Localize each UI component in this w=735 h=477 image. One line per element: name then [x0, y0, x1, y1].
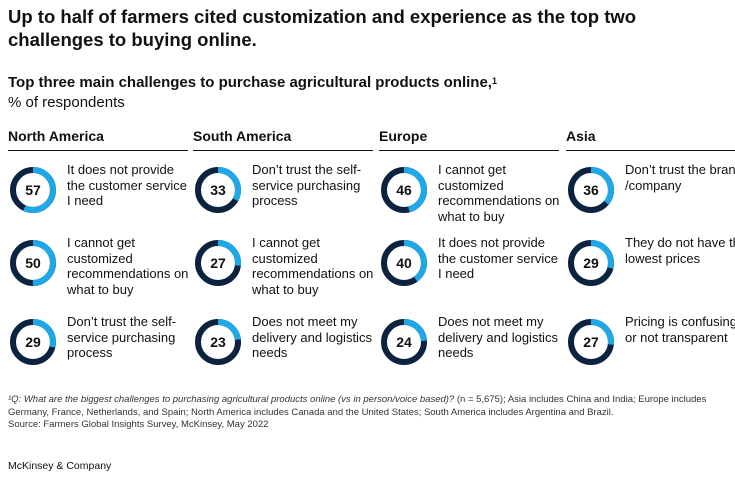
- challenge-label: I cannot get customized recommendations …: [252, 235, 374, 297]
- footnote: ¹Q: What are the biggest challenges to p…: [8, 394, 728, 432]
- region-name: Europe: [379, 128, 428, 144]
- donut-value-label: 23: [210, 334, 226, 350]
- donut-chart: [381, 240, 427, 286]
- region-divider: [193, 150, 373, 151]
- donut-value-arc: [10, 167, 56, 213]
- challenge-label: I cannot get customized recommendations …: [67, 235, 189, 297]
- region-name: North America: [8, 128, 104, 144]
- brand-logo: McKinsey & Company: [8, 460, 112, 472]
- footnote-source: Source: Farmers Global Insights Survey, …: [8, 419, 269, 430]
- challenge-item: 36 Don’t trust the brand /company: [566, 162, 735, 235]
- challenge-label: They do not have the lowest prices: [625, 235, 735, 266]
- footnote-details: (n = 5,675); Asia includes China and Ind…: [8, 394, 707, 418]
- challenge-item: 27 I cannot get customized recommendation…: [193, 235, 375, 308]
- donut-value-arc: [568, 167, 614, 213]
- donut-value-arc: [381, 167, 427, 213]
- challenge-item: 29 They do not have the lowest prices: [566, 235, 735, 308]
- donut-chart: [568, 167, 614, 213]
- donut-chart: [568, 240, 614, 286]
- region-column-1: North America: [8, 127, 188, 151]
- challenge-item: 27 Pricing is confusing or not transparen…: [566, 314, 735, 387]
- donut-value-label: 29: [25, 334, 41, 350]
- challenge-label: I cannot get customized recommendations …: [438, 162, 560, 224]
- donut-value-label: 57: [25, 182, 41, 198]
- donut-value-arc: [568, 319, 614, 365]
- challenge-label: Pricing is confusing or not transparent: [625, 314, 735, 345]
- donut-value-arc: [381, 240, 427, 286]
- region-name: Asia: [566, 128, 596, 144]
- challenge-item: 50 I cannot get customized recommendation…: [8, 235, 190, 308]
- donut-value-arc: [10, 240, 56, 286]
- donut-value-label: 24: [396, 334, 412, 350]
- donut-value-arc: [195, 319, 241, 365]
- donut-value-label: 40: [396, 255, 412, 271]
- challenge-label: Does not meet my delivery and logistics …: [438, 314, 558, 360]
- region-divider: [379, 150, 559, 151]
- footnote-question-line: ¹Q: What are the biggest challenges to p…: [8, 394, 728, 419]
- donut-value-label: 36: [583, 182, 599, 198]
- challenge-label: Don’t trust the self-service purchasing …: [67, 314, 177, 360]
- donut-chart: [568, 319, 614, 365]
- donut-chart: [381, 167, 427, 213]
- challenge-label: Don’t trust the brand /company: [625, 162, 735, 193]
- challenge-item: 46 I cannot get customized recommendation…: [379, 162, 561, 235]
- donut-value-label: 46: [396, 182, 412, 198]
- donut-value-label: 27: [210, 255, 226, 271]
- challenge-item: 40 It does not provide the customer servi…: [379, 235, 561, 308]
- donut-value-arc: [568, 240, 614, 286]
- challenge-label: Does not meet my delivery and logistics …: [252, 314, 372, 360]
- headline: Up to half of farmers cited customizatio…: [8, 6, 637, 50]
- footnote-marker: 1: [491, 76, 497, 86]
- donut-value-label: 29: [583, 255, 599, 271]
- donut-value-arc: [10, 319, 56, 365]
- donut-value-label: 33: [210, 182, 226, 198]
- region-column-3: Europe: [379, 127, 559, 151]
- challenge-label: It does not provide the customer service…: [67, 162, 187, 208]
- challenge-item: 29 Don’t trust the self-service purchasin…: [8, 314, 190, 387]
- region-divider: [8, 150, 188, 151]
- challenge-item: 24 Does not meet my delivery and logistic…: [379, 314, 561, 387]
- chart-subtitle: Top three main challenges to purchase ag…: [8, 74, 497, 92]
- donut-value-label: 50: [25, 255, 41, 271]
- challenge-label: It does not provide the customer service…: [438, 235, 558, 281]
- region-column-2: South America: [193, 127, 373, 151]
- region-name: South America: [193, 128, 292, 144]
- donut-chart: [10, 167, 56, 213]
- donut-value-arc: [195, 240, 241, 286]
- units-label: % of respondents: [8, 94, 125, 111]
- region-divider: [566, 150, 735, 151]
- challenge-item: 23 Does not meet my delivery and logistic…: [193, 314, 375, 387]
- challenge-item: 57 It does not provide the customer servi…: [8, 162, 190, 235]
- donut-value-label: 27: [583, 334, 599, 350]
- donut-value-arc: [381, 319, 427, 365]
- challenge-item: 33 Don’t trust the self-service purchasin…: [193, 162, 375, 235]
- donut-chart: [195, 319, 241, 365]
- challenge-label: Don’t trust the self-service purchasing …: [252, 162, 362, 208]
- donut-chart: [195, 167, 241, 213]
- chart-subtitle-text: Top three main challenges to purchase ag…: [8, 74, 492, 91]
- region-column-4: Asia: [566, 127, 735, 151]
- donut-chart: [195, 240, 241, 286]
- footnote-question: ¹Q: What are the biggest challenges to p…: [8, 394, 455, 405]
- donut-chart: [381, 319, 427, 365]
- donut-chart: [10, 319, 56, 365]
- donut-chart: [10, 240, 56, 286]
- donut-value-arc: [195, 167, 241, 213]
